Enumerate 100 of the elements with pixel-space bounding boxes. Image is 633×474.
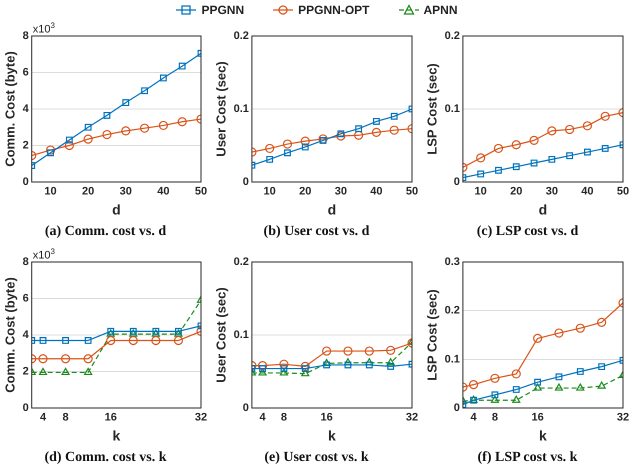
point [495,166,502,174]
point [598,382,606,389]
y-tick-label: 0.2 [234,256,249,268]
x-axis-title: d [328,201,336,218]
y-tick-label: 0 [22,402,29,414]
point [529,136,539,145]
point [490,396,499,403]
x-tick-label: 10 [44,186,57,198]
y-tick-label: 8 [22,256,29,268]
point [576,383,584,391]
point [512,163,520,170]
point [556,373,562,380]
point [174,336,184,346]
point [602,144,609,152]
x-tick-label: 30 [120,186,132,198]
x-tick-label: 40 [157,186,170,198]
x-tick-label: 4 [260,412,267,424]
point [337,130,344,138]
y-tick-label: 0.2 [234,30,249,42]
y-axis-title: Comm. Cost (byte) [2,51,18,167]
point [336,131,346,141]
x-tick-label: 8 [280,412,287,424]
x-tick-label: 20 [510,186,522,198]
point [106,336,116,346]
point [280,368,288,376]
point [534,378,542,386]
point [66,136,73,144]
point [158,120,168,130]
x-tick-label: 50 [616,186,630,198]
text: (c) LSP cost vs. d [476,224,580,240]
x-tick-label: 40 [581,186,594,198]
y-tick-label: 0 [454,176,460,188]
point [323,362,330,368]
x-tick-label: 4 [40,412,47,424]
point [598,363,606,370]
point [84,134,93,144]
point [282,139,292,149]
point [84,337,92,344]
point [160,74,167,82]
point [547,126,556,136]
point [301,369,310,376]
x-tick-label: 30 [334,186,347,198]
point [60,354,70,364]
point [302,365,309,372]
point [320,136,326,144]
y-tick-label: 2 [22,140,29,152]
point [387,362,394,370]
x-tick-label: 32 [406,412,418,424]
point [597,318,606,327]
point [372,118,380,125]
point [490,374,500,383]
point [322,358,331,366]
point [512,396,520,403]
point [140,124,150,133]
x-axis-title: k [112,427,120,444]
point [62,368,70,376]
x-tick-label: 10 [474,186,487,198]
y-tick-label: 0.1 [444,353,460,366]
x-tick-label: 32 [616,412,630,424]
y-axis-title: LSP Cost (sec) [424,289,440,381]
point [355,125,362,132]
x-tick-label: 8 [62,412,69,424]
point [47,149,54,156]
point [318,134,328,144]
point [491,391,498,398]
point [38,354,48,364]
point [178,117,187,126]
y-tick-label: 0.2 [444,304,460,317]
point [300,362,310,371]
point [300,136,310,146]
point [344,362,352,368]
point [46,145,56,155]
x-tick-label: 40 [370,186,383,198]
point [279,360,289,369]
point [468,380,478,390]
point [390,112,398,120]
y-tick-label: 4 [22,103,30,116]
x-axis-title: k [328,427,336,444]
x-tick-label: 16 [320,412,333,424]
point [534,383,542,391]
y-tick-label: 2 [22,366,29,378]
point [565,124,574,134]
point [354,130,364,140]
point [62,337,70,344]
y-tick-label: 0.3 [444,256,460,268]
y-tick-label: 6 [22,292,29,305]
point [530,160,538,166]
point [600,112,610,121]
x-axis-title: d [112,201,121,218]
point [512,140,521,150]
point [266,156,274,163]
point [151,336,160,346]
legend-label: APNN [424,3,458,17]
point [122,99,130,106]
y-tick-label: 8 [22,30,29,42]
x-tick-label: 32 [194,412,208,424]
legend-label: PPGNN-OPT [298,3,370,17]
y-tick-label: 0.1 [444,103,460,116]
point [84,354,93,364]
x-tick-label: 50 [406,186,418,198]
